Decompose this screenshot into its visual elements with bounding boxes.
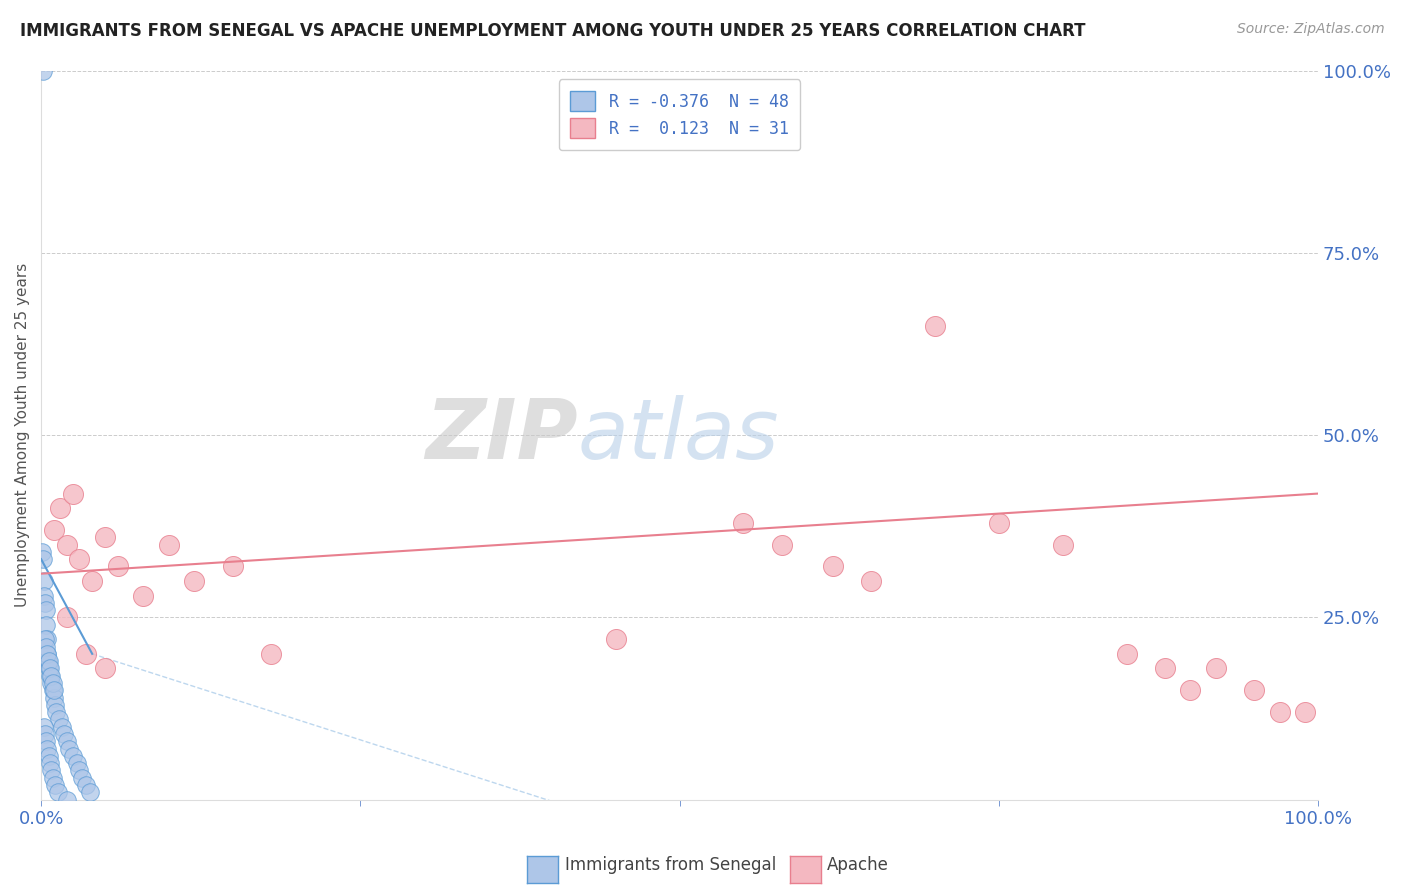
Point	[55, 734, 77, 748]
Point	[75, 647, 97, 661]
Point	[67, 764, 90, 778]
Text: Apache: Apache	[827, 856, 889, 874]
Point	[31, 545, 53, 559]
Text: IMMIGRANTS FROM SENEGAL VS APACHE UNEMPLOYMENT AMONG YOUTH UNDER 25 YEARS CORREL: IMMIGRANTS FROM SENEGAL VS APACHE UNEMPL…	[20, 22, 1085, 40]
Point	[35, 617, 58, 632]
Point	[32, 64, 55, 78]
Point	[67, 552, 90, 566]
Point	[38, 654, 60, 668]
Point	[39, 668, 62, 682]
Point	[39, 661, 62, 675]
Point	[157, 537, 180, 551]
Point	[41, 676, 63, 690]
Point	[41, 764, 63, 778]
Point	[260, 647, 283, 661]
Point	[82, 574, 104, 588]
Point	[924, 318, 946, 333]
Point	[770, 537, 793, 551]
Point	[49, 501, 72, 516]
Point	[37, 647, 59, 661]
Point	[41, 676, 63, 690]
Point	[51, 720, 73, 734]
Point	[53, 727, 76, 741]
Point	[107, 559, 129, 574]
Point	[1052, 537, 1074, 551]
Text: Immigrants from Senegal: Immigrants from Senegal	[565, 856, 776, 874]
Point	[34, 603, 56, 617]
Text: atlas: atlas	[578, 395, 779, 475]
Point	[183, 574, 205, 588]
Point	[38, 661, 60, 675]
Point	[39, 756, 62, 770]
Point	[62, 748, 84, 763]
Point	[46, 785, 69, 799]
Point	[55, 792, 77, 806]
Point	[42, 690, 65, 705]
Point	[58, 741, 80, 756]
Point	[41, 683, 63, 698]
Point	[1115, 647, 1137, 661]
Point	[1243, 683, 1265, 698]
Point	[132, 589, 155, 603]
Point	[1294, 705, 1316, 719]
Point	[38, 748, 60, 763]
Point	[62, 486, 84, 500]
Point	[1205, 661, 1227, 675]
Point	[860, 574, 883, 588]
Point	[66, 756, 89, 770]
Point	[1268, 705, 1291, 719]
Point	[37, 654, 59, 668]
Point	[34, 589, 56, 603]
Point	[32, 574, 55, 588]
Point	[35, 734, 58, 748]
Point	[70, 771, 93, 785]
Point	[32, 720, 55, 734]
Point	[55, 610, 77, 624]
Point	[34, 727, 56, 741]
Point	[94, 661, 117, 675]
Point	[45, 705, 67, 719]
Legend: R = -0.376  N = 48, R =  0.123  N = 31: R = -0.376 N = 48, R = 0.123 N = 31	[558, 79, 800, 150]
Point	[79, 785, 101, 799]
Point	[42, 683, 65, 698]
Point	[34, 596, 56, 610]
Point	[44, 698, 66, 712]
Point	[35, 640, 58, 654]
Point	[37, 647, 59, 661]
Point	[44, 778, 66, 792]
Point	[94, 530, 117, 544]
Point	[605, 632, 627, 647]
Point	[42, 523, 65, 537]
Point	[34, 632, 56, 647]
Point	[75, 778, 97, 792]
Point	[1180, 683, 1202, 698]
Point	[41, 771, 63, 785]
Point	[821, 559, 844, 574]
Point	[55, 537, 77, 551]
Point	[733, 516, 755, 530]
Point	[221, 559, 243, 574]
Point	[1154, 661, 1177, 675]
Point	[41, 668, 63, 682]
Point	[37, 741, 59, 756]
Point	[35, 632, 58, 647]
Text: ZIP: ZIP	[425, 395, 578, 475]
Point	[32, 552, 55, 566]
Y-axis label: Unemployment Among Youth under 25 years: Unemployment Among Youth under 25 years	[15, 263, 30, 607]
Point	[48, 712, 70, 726]
Text: Source: ZipAtlas.com: Source: ZipAtlas.com	[1237, 22, 1385, 37]
Point	[987, 516, 1010, 530]
